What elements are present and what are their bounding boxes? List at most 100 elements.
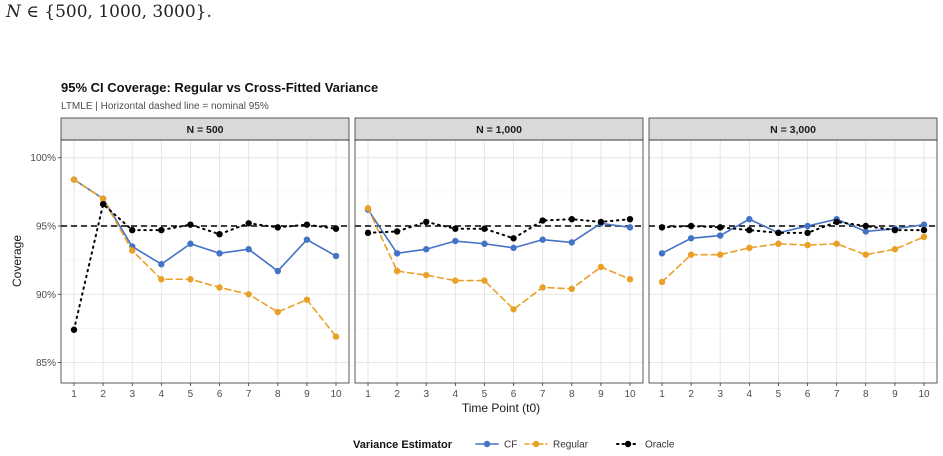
- data-point-cf: [746, 215, 753, 223]
- caption-variable: N: [6, 2, 21, 22]
- data-point-regular: [332, 333, 340, 340]
- data-point-cf: [393, 250, 401, 257]
- data-point-regular: [597, 263, 605, 271]
- strip-label: N = 500: [186, 124, 223, 136]
- data-point-oracle: [303, 221, 311, 228]
- data-point-oracle: [70, 326, 78, 333]
- x-tick-label: 10: [624, 389, 636, 400]
- x-tick-label: 5: [776, 389, 782, 400]
- data-point-oracle: [862, 222, 869, 230]
- data-point-oracle: [99, 200, 107, 208]
- x-tick-label: 4: [159, 389, 165, 400]
- data-point-regular: [568, 285, 575, 293]
- x-tick-label: 4: [747, 389, 753, 400]
- x-tick-label: 10: [330, 389, 342, 400]
- x-tick-label: 6: [217, 389, 223, 400]
- x-tick-label: 10: [918, 389, 930, 400]
- data-point-regular: [364, 205, 372, 212]
- data-point-oracle: [158, 226, 165, 234]
- data-point-regular: [539, 284, 546, 291]
- legend-label-regular: Regular: [553, 440, 589, 451]
- series-line-oracle: [73, 202, 337, 331]
- facet-panel: N = 500 1 2 3 4 5 6 7 8 9 10: [60, 117, 350, 400]
- x-axis-title: Time Point (t0): [462, 401, 540, 415]
- x-tick-label: 8: [569, 389, 575, 400]
- x-tick-label: 8: [863, 389, 869, 400]
- x-tick-label: 7: [834, 389, 840, 400]
- legend-key-point: [624, 440, 632, 448]
- data-point-oracle: [746, 226, 753, 234]
- data-point-oracle: [510, 235, 517, 242]
- legend-key-point: [532, 440, 540, 448]
- data-point-oracle: [597, 218, 605, 226]
- data-point-cf: [920, 221, 928, 228]
- data-point-cf: [452, 237, 459, 245]
- x-tick-label: 4: [453, 389, 459, 400]
- data-point-oracle: [216, 230, 223, 238]
- x-tick-label: 5: [482, 389, 488, 400]
- x-tick-label: 9: [304, 389, 310, 400]
- data-point-regular: [274, 308, 281, 316]
- data-point-cf: [687, 235, 695, 242]
- strip-label: N = 3,000: [770, 124, 816, 136]
- x-tick-label: 7: [246, 389, 252, 400]
- data-point-cf: [216, 250, 223, 257]
- x-tick-label: 7: [540, 389, 546, 400]
- data-point-cf: [481, 240, 488, 247]
- chart-title: 95% CI Coverage: Regular vs Cross-Fitted…: [61, 80, 378, 95]
- data-point-regular: [70, 176, 78, 183]
- panel-border: [354, 139, 644, 384]
- x-tick-label: 1: [365, 389, 371, 400]
- series-line-cf: [367, 208, 631, 255]
- x-tick-label: 3: [717, 389, 723, 400]
- figure-caption: N ∈ {500, 1000, 3000}.: [6, 2, 212, 22]
- x-tick-label: 2: [688, 389, 694, 400]
- series-line-cf: [73, 178, 337, 273]
- data-point-cf: [804, 222, 811, 230]
- y-tick-label: 100%: [30, 153, 56, 164]
- data-point-oracle: [245, 220, 252, 227]
- data-point-oracle: [717, 224, 724, 231]
- data-point-regular: [216, 284, 223, 291]
- data-point-regular: [626, 276, 634, 283]
- data-point-oracle: [274, 224, 281, 231]
- strip-label: N = 1,000: [476, 124, 522, 136]
- panel-border: [648, 139, 938, 384]
- data-point-regular: [245, 291, 252, 298]
- data-point-regular: [452, 277, 459, 284]
- data-point-regular: [510, 306, 517, 313]
- data-point-oracle: [481, 225, 488, 232]
- data-point-regular: [158, 276, 165, 283]
- x-tick-label: 5: [188, 389, 194, 400]
- data-point-regular: [862, 251, 869, 258]
- x-tick-label: 9: [892, 389, 898, 400]
- data-point-oracle: [920, 226, 928, 234]
- data-point-regular: [99, 195, 107, 202]
- series-line-regular: [73, 178, 337, 338]
- panel-border: [60, 139, 350, 384]
- data-point-cf: [274, 267, 281, 275]
- data-point-regular: [717, 251, 724, 258]
- x-tick-label: 8: [275, 389, 281, 400]
- y-axis-title: Coverage: [10, 235, 24, 287]
- data-point-regular: [423, 271, 430, 279]
- data-point-regular: [658, 278, 666, 286]
- data-point-oracle: [775, 229, 782, 237]
- y-tick-label: 90%: [36, 290, 56, 301]
- data-point-regular: [775, 240, 782, 247]
- data-point-oracle: [658, 224, 666, 231]
- x-tick-label: 3: [423, 389, 429, 400]
- data-point-regular: [746, 244, 753, 252]
- data-point-regular: [687, 251, 695, 258]
- data-point-cf: [510, 244, 517, 252]
- data-point-cf: [158, 261, 165, 268]
- data-point-oracle: [393, 228, 401, 235]
- data-point-oracle: [129, 226, 136, 234]
- data-point-cf: [332, 252, 340, 260]
- data-point-cf: [658, 250, 666, 257]
- data-point-oracle: [626, 215, 634, 223]
- data-point-regular: [920, 233, 928, 241]
- x-tick-label: 2: [100, 389, 106, 400]
